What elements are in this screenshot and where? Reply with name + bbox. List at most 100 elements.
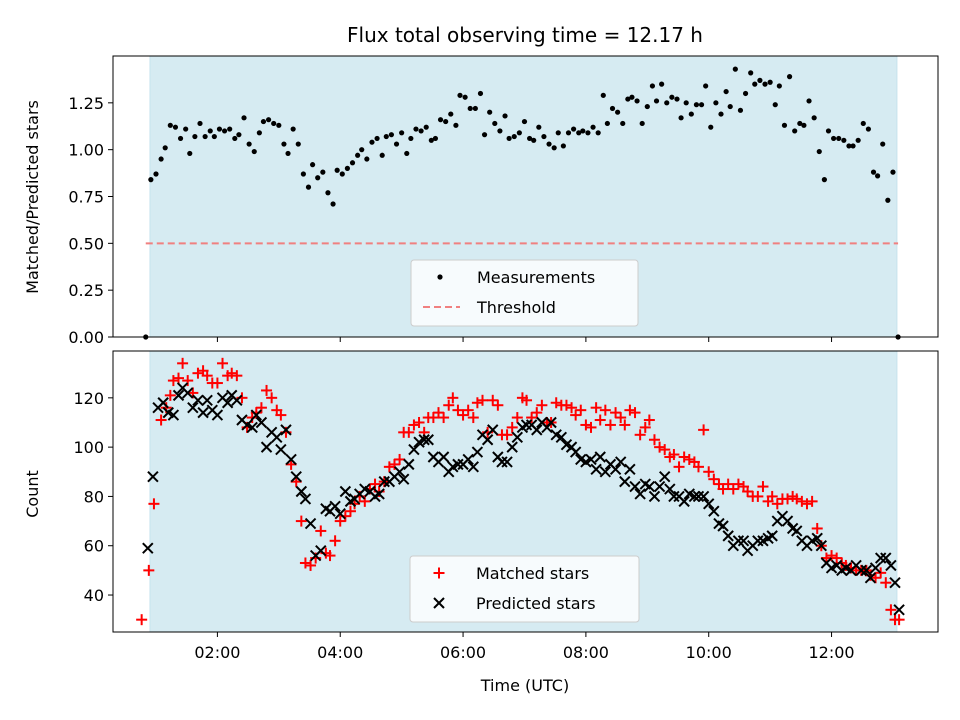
predicted-star-point (403, 458, 415, 471)
matched-star-point (315, 525, 327, 537)
measurement-point (462, 94, 468, 100)
predicted-star-point (864, 572, 877, 584)
matched-star-point (501, 429, 513, 441)
measurement-point (713, 100, 719, 106)
matched-star-point (796, 495, 808, 507)
matched-star-point (550, 397, 562, 409)
matched-star-point (624, 404, 636, 416)
predicted-star-point (481, 434, 494, 446)
measurement-point (541, 133, 547, 140)
measurement-point (664, 100, 670, 106)
bottom-axes-frame (112, 350, 939, 633)
measurement-point (708, 124, 714, 130)
measurement-point (693, 102, 700, 108)
matched-star-point (192, 367, 204, 379)
measurement-point (742, 90, 749, 97)
predicted-star-point (697, 490, 710, 503)
measurement-point (383, 133, 389, 140)
matched-star-point (329, 535, 341, 547)
predicted-star-point (462, 453, 474, 466)
predicted-star-point (688, 490, 701, 503)
matched-star-point (580, 419, 592, 431)
matched-star-point (590, 402, 602, 414)
predicted-star-point (609, 463, 622, 476)
legend-threshold-label: Threshold (476, 298, 556, 317)
measurement-point (260, 118, 267, 125)
measurement-point (320, 169, 326, 175)
measurement-point (600, 92, 606, 98)
measurement-point (516, 130, 522, 136)
matched-star-point (615, 412, 627, 424)
measurement-point (806, 98, 812, 104)
matched-star-point (875, 567, 887, 579)
measurement-point (560, 143, 566, 149)
matched-star-point (148, 498, 160, 510)
matched-star-point (492, 399, 504, 411)
matched-star-point (177, 357, 189, 369)
matched-star-point (757, 481, 769, 493)
predicted-star-point (393, 466, 406, 478)
predicted-star-point (717, 520, 729, 532)
measurement-point (870, 169, 877, 175)
measurement-point (349, 160, 356, 166)
matched-star-point (443, 399, 455, 411)
predicted-stars-points (142, 382, 905, 616)
measurement-point (846, 143, 852, 149)
matched-star-point (599, 404, 611, 416)
legend-matched-marker (433, 567, 445, 579)
measurement-point (698, 102, 705, 108)
predicted-star-point (614, 456, 627, 468)
predicted-star-point (231, 394, 243, 407)
measurement-point (448, 111, 454, 117)
measurement-point (428, 137, 434, 143)
measurement-point (187, 150, 193, 157)
measurement-point (737, 107, 744, 113)
matched-star-point (639, 421, 651, 433)
measurement-point (678, 115, 684, 121)
matched-star-point (801, 498, 813, 510)
measurement-point (792, 128, 798, 134)
matched-star-point (305, 559, 317, 571)
measurement-point (158, 156, 164, 162)
matched-star-point (742, 486, 754, 497)
bottom-y-axis-label: Count (23, 470, 42, 518)
matched-star-point (531, 407, 543, 419)
measurement-point (551, 145, 557, 151)
measurement-point (585, 130, 591, 136)
measurement-point (620, 120, 626, 127)
measurement-point (355, 152, 361, 158)
matched-star-point (703, 466, 715, 478)
predicted-star-point (668, 490, 680, 503)
matched-star-point (575, 404, 587, 416)
top-y-axis-label: Matched/Predicted stars (23, 100, 42, 294)
measurement-point (183, 126, 189, 132)
matched-star-point (457, 409, 469, 421)
measurement-point (816, 148, 822, 155)
matched-star-point (570, 409, 582, 421)
measurement-point (772, 102, 778, 108)
measurement-point (880, 141, 886, 147)
predicted-star-point (373, 488, 385, 500)
predicted-star-point (860, 564, 873, 577)
matched-star-point (604, 419, 616, 431)
predicted-star-point (619, 475, 631, 488)
matched-star-point (722, 478, 734, 490)
predicted-star-point (678, 495, 690, 508)
bottom-y-tick-label: 80 (84, 487, 104, 506)
measurement-point (776, 83, 782, 89)
predicted-star-point (855, 564, 867, 577)
measurement-points (143, 66, 901, 340)
measurement-point (757, 77, 763, 83)
matched-star-point (560, 399, 572, 411)
measurement-point (211, 133, 217, 140)
predicted-star-point (658, 471, 671, 483)
predicted-star-point (334, 507, 346, 520)
top-x-ticks (216, 337, 833, 342)
measurement-point (565, 130, 572, 136)
top-y-ticks: 0.00 0.25 0.50 0.75 1.00 1.25 (68, 94, 113, 347)
predicted-star-point (506, 441, 518, 453)
matched-star-point (266, 392, 278, 404)
matched-star-point (275, 409, 287, 421)
predicted-star-point (708, 505, 720, 517)
predicted-star-point (471, 446, 484, 458)
